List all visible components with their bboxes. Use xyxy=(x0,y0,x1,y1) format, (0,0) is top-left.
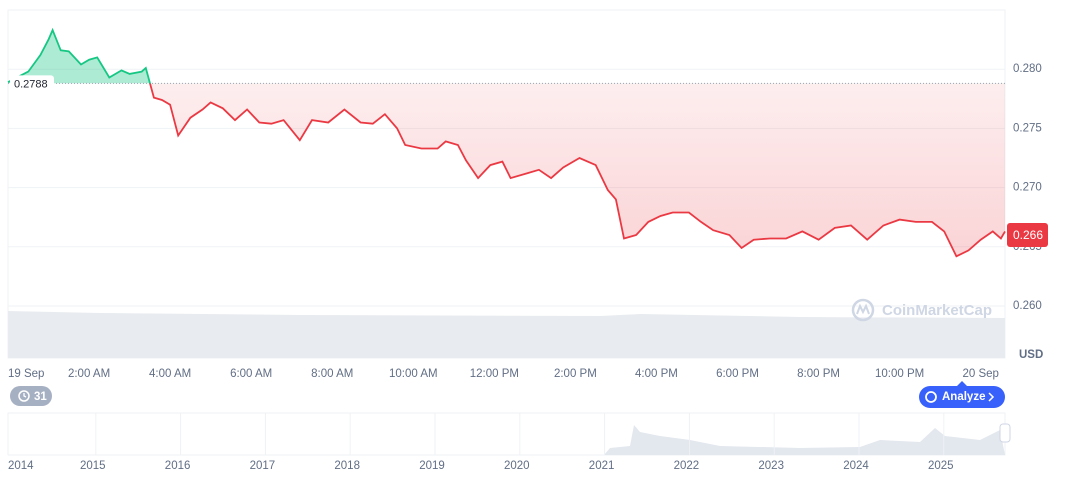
x-tick-label: 4:00 PM xyxy=(635,368,678,380)
analyze-button[interactable]: Analyze xyxy=(919,381,1005,408)
price-line xyxy=(7,27,1006,258)
navigator-label: 2020 xyxy=(504,460,530,472)
navigator xyxy=(7,412,1011,456)
x-tick-label: 8:00 PM xyxy=(797,368,840,380)
y-tick-label: 0.260 xyxy=(1013,300,1042,312)
last-price-label: 0.266 xyxy=(1013,228,1043,242)
plot: 0.2788 xyxy=(7,27,1006,258)
y-tick-label: 0.270 xyxy=(1013,182,1042,194)
last-price-bg xyxy=(1007,222,1048,247)
y-tick-label: 0.280 xyxy=(1013,63,1042,75)
currency-label: USD xyxy=(1019,349,1043,361)
navigator-labels: 2014 2015 2016 2017 2018 2019 2020 2021 2022 2023… xyxy=(8,413,954,472)
baseline-label-bg xyxy=(10,75,54,92)
navigator-label: 2025 xyxy=(928,460,954,472)
x-tick-label: 12:00 PM xyxy=(470,368,519,380)
watermark-text: CoinMarketCap xyxy=(882,302,992,319)
badge-text: 31 xyxy=(34,391,47,403)
x-tick-label: 4:00 AM xyxy=(149,368,191,380)
navigator-label: 2024 xyxy=(843,460,869,472)
x-tick-label: 10:00 AM xyxy=(389,368,438,380)
x-tick-label: 20 Sep xyxy=(962,368,998,380)
x-tick-label: 8:00 AM xyxy=(311,368,353,380)
history-badge[interactable]: 31 xyxy=(10,386,52,406)
baseline-label: 0.2788 xyxy=(14,78,48,90)
x-tick-label: 6:00 AM xyxy=(230,368,272,380)
volume xyxy=(8,311,1005,358)
x-tick-label: 6:00 PM xyxy=(716,368,759,380)
y-tick-label: 0.275 xyxy=(1013,122,1042,134)
button-text: Analyze xyxy=(942,391,985,403)
navigator-label: 2014 xyxy=(8,460,34,472)
navigator-label: 2018 xyxy=(334,460,360,472)
navigator-label: 2023 xyxy=(758,460,784,472)
navigator-label: 2017 xyxy=(250,460,276,472)
x-tick-label: 19 Sep xyxy=(8,368,44,380)
navigator-label: 2019 xyxy=(419,460,445,472)
navigator-label: 2016 xyxy=(165,460,191,472)
area-down xyxy=(150,83,1005,257)
navigator-label: 2021 xyxy=(589,460,615,472)
area-up xyxy=(8,30,151,84)
x-tick-label: 2:00 PM xyxy=(554,368,597,380)
watermark: CoinMarketCap xyxy=(851,298,992,322)
x-tick-label: 10:00 PM xyxy=(875,368,924,380)
x-tick-label: 2:00 AM xyxy=(68,368,110,380)
navigator-label: 2015 xyxy=(80,460,106,472)
navigator-label: 2022 xyxy=(674,460,700,472)
